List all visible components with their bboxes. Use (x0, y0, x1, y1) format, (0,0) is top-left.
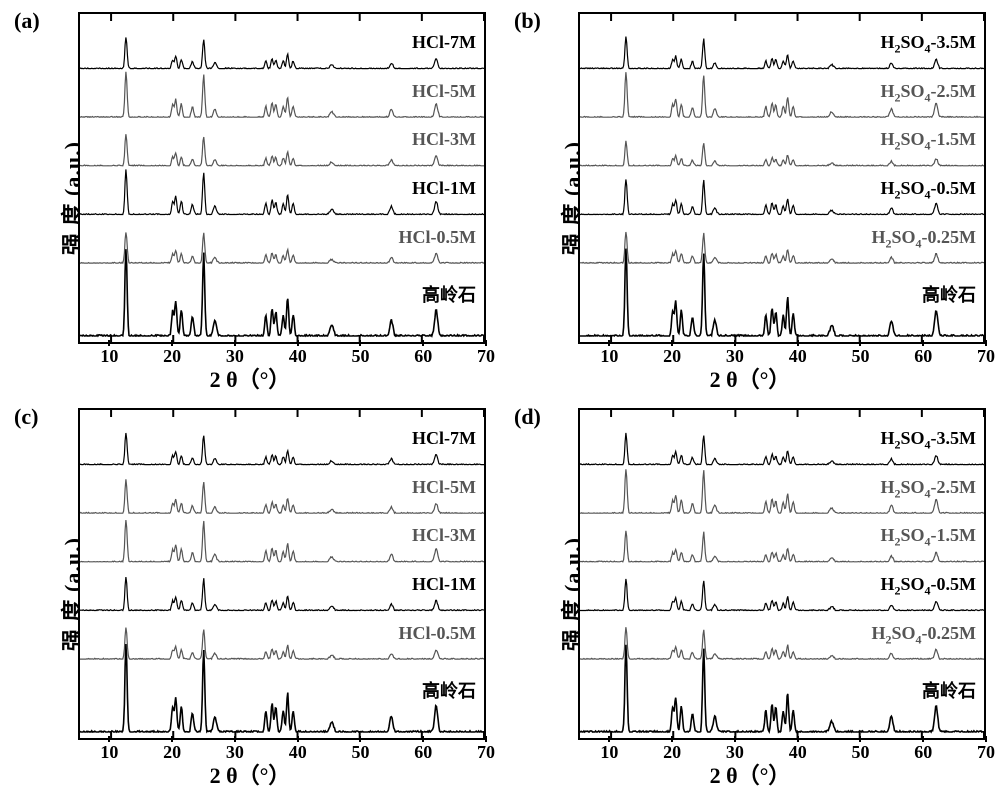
x-tick-label: 40 (789, 742, 807, 763)
xrd-trace (580, 645, 984, 732)
xrd-svg (80, 14, 484, 342)
x-tick-label: 50 (351, 346, 369, 367)
xrd-trace (80, 233, 484, 264)
xrd-svg (580, 14, 984, 342)
x-tick-label: 50 (851, 742, 869, 763)
panel-c: (c) 强 度 (a.u.) HCl-7MHCl-5MHCl-3MHCl-1MH… (0, 396, 500, 792)
xrd-trace (580, 232, 984, 263)
panel-d: (d) 强 度 (a.u.) H2SO4-3.5MH2SO4-2.5MH2SO4… (500, 396, 1000, 792)
panel-label-d: (d) (514, 404, 541, 430)
xrd-trace (580, 531, 984, 562)
xrd-trace (80, 520, 484, 562)
xrd-trace (80, 628, 484, 660)
x-tick-label: 70 (977, 742, 995, 763)
panel-b: (b) 强 度 (a.u.) H2SO4-3.5MH2SO4-2.5MH2SO4… (500, 0, 1000, 396)
plot-area-a: HCl-7MHCl-5MHCl-3MHCl-1MHCl-0.5M高岭石 (78, 12, 486, 344)
x-tick-label: 60 (414, 346, 432, 367)
x-tick-label: 60 (914, 346, 932, 367)
xrd-trace (580, 469, 984, 513)
x-tick-label: 20 (163, 346, 181, 367)
xrd-trace (80, 38, 484, 69)
x-tick-label: 50 (351, 742, 369, 763)
xrd-trace (80, 134, 484, 166)
xrd-trace (580, 627, 984, 659)
panel-a: (a) 强 度 (a.u.) HCl-7MHCl-5MHCl-3MHCl-1MH… (0, 0, 500, 396)
x-tick-label: 60 (914, 742, 932, 763)
xrd-trace (80, 433, 484, 465)
x-tick-label: 40 (789, 346, 807, 367)
x-tick-label: 70 (977, 346, 995, 367)
x-axis-label: 2 θ（°） (210, 362, 291, 394)
xrd-trace (80, 577, 484, 610)
xrd-trace (580, 37, 984, 69)
xrd-trace (580, 72, 984, 117)
x-axis-label: 2 θ（°） (710, 362, 791, 394)
x-tick-label: 40 (289, 742, 307, 763)
x-tick-label: 10 (600, 346, 618, 367)
x-tick-label: 10 (100, 346, 118, 367)
panel-label-c: (c) (14, 404, 38, 430)
plot-area-c: HCl-7MHCl-5MHCl-3MHCl-1MHCl-0.5M高岭石 (78, 408, 486, 740)
xrd-trace (580, 179, 984, 214)
plot-area-d: H2SO4-3.5MH2SO4-2.5MH2SO4-1.5MH2SO4-0.5M… (578, 408, 986, 740)
xrd-trace (580, 141, 984, 166)
x-axis-label: 2 θ（°） (710, 758, 791, 790)
x-tick-label: 20 (663, 346, 681, 367)
xrd-trace (580, 433, 984, 465)
x-tick-label: 70 (477, 742, 495, 763)
x-tick-label: 50 (851, 346, 869, 367)
x-tick-label: 40 (289, 346, 307, 367)
x-tick-label: 10 (600, 742, 618, 763)
x-tick-label: 70 (477, 346, 495, 367)
xrd-svg (580, 410, 984, 738)
xrd-trace (80, 479, 484, 513)
x-tick-label: 60 (414, 742, 432, 763)
xrd-trace (80, 72, 484, 117)
x-tick-label: 10 (100, 742, 118, 763)
x-tick-label: 20 (663, 742, 681, 763)
panel-label-a: (a) (14, 8, 40, 34)
xrd-trace (80, 169, 484, 214)
plot-area-b: H2SO4-3.5MH2SO4-2.5MH2SO4-1.5MH2SO4-0.5M… (578, 12, 986, 344)
x-tick-label: 20 (163, 742, 181, 763)
xrd-svg (80, 410, 484, 738)
panel-label-b: (b) (514, 8, 541, 34)
x-axis-label: 2 θ（°） (210, 758, 291, 790)
xrd-trace (580, 579, 984, 611)
